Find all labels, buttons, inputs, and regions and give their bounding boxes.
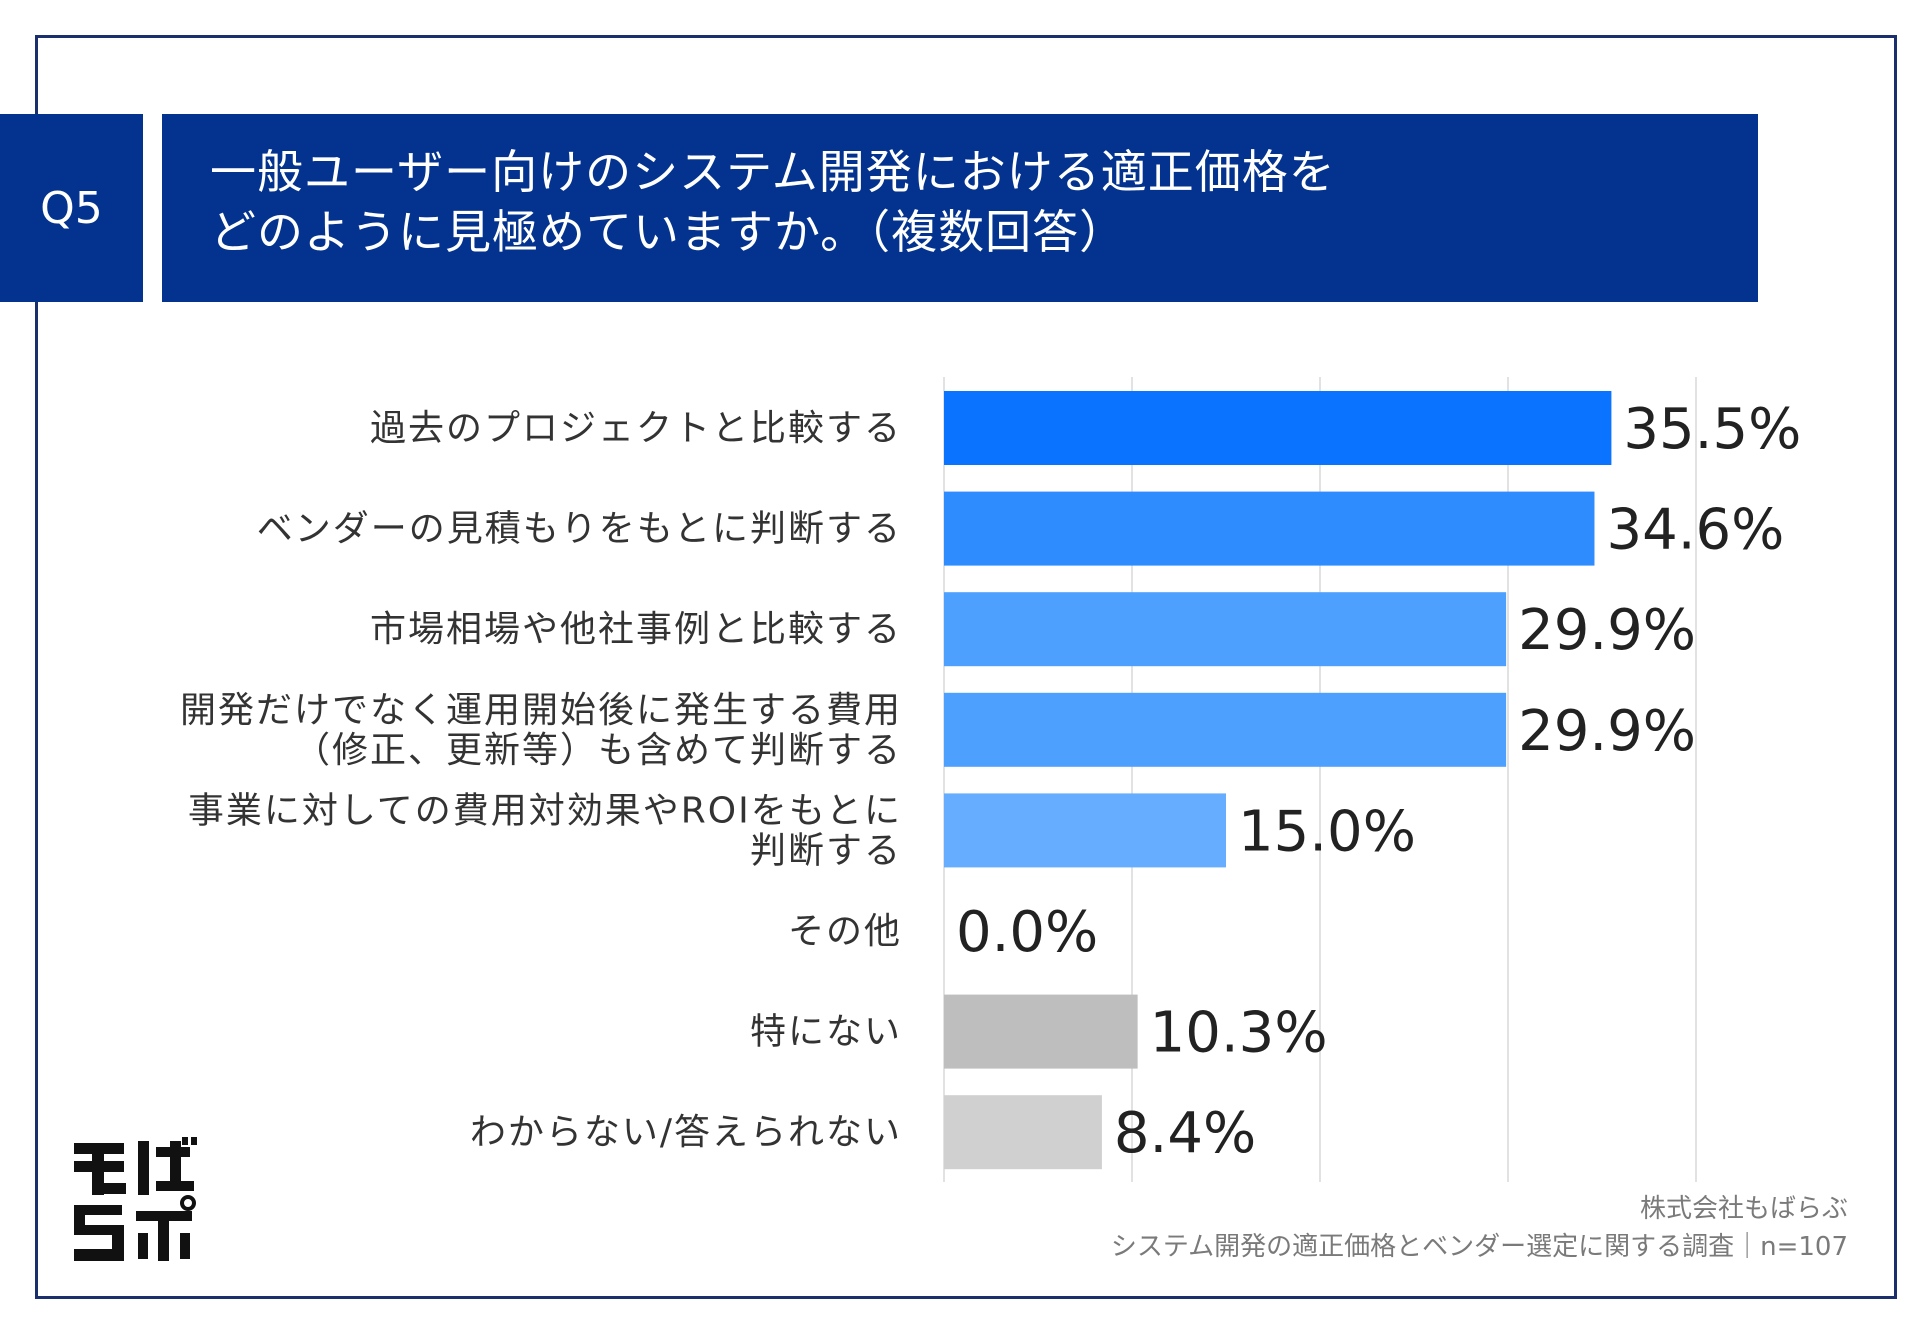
value-label-0: 35.5% [1623, 397, 1801, 462]
category-label-4-line-2: 判断する [750, 830, 902, 871]
bar-6 [944, 994, 1138, 1069]
category-label-3-line-1: 開発だけでなく運用開始後に発生する費用 [180, 690, 902, 731]
category-label-3-line-2: （修正、更新等）も含めて判断する [294, 730, 902, 771]
value-label-3: 29.9% [1518, 699, 1696, 764]
survey-name: システム開発の適正価格とベンダー選定に関する調査｜n=107 [1110, 1232, 1848, 1262]
category-label-6: 特にない [750, 1012, 902, 1053]
question-title-line-2: どのように見極めていますか。（複数回答） [210, 205, 1127, 259]
bar-2 [944, 592, 1507, 667]
bar-7 [944, 1095, 1102, 1170]
question-title-line-1: 一般ユーザー向けのシステム開発における適正価格を [210, 145, 1336, 199]
bar-1 [944, 491, 1595, 566]
bar-3 [944, 692, 1507, 767]
category-label-0: 過去のプロジェクトと比較する [370, 408, 902, 449]
category-label-5: その他 [788, 911, 902, 952]
value-label-7: 8.4% [1114, 1101, 1256, 1166]
question-number: Q5 [40, 182, 103, 234]
logo-mark [74, 1137, 197, 1261]
company-name: 株式会社もばらぶ [1639, 1194, 1848, 1224]
question-title: 一般ユーザー向けのシステム開発における適正価格を どのように見極めていますか。（… [162, 114, 1758, 302]
value-label-1: 34.6% [1606, 498, 1784, 563]
category-label-7: わからない/答えられない [470, 1112, 902, 1153]
bar-0 [944, 391, 1612, 465]
value-label-4: 15.0% [1238, 799, 1416, 864]
category-label-4-line-1: 事業に対しての費用対効果やROIをもとに [188, 790, 902, 831]
value-label-5: 0.0% [956, 900, 1098, 965]
question-number-badge: Q5 [0, 114, 143, 302]
value-label-6: 10.3% [1150, 1001, 1328, 1066]
value-label-2: 29.9% [1518, 598, 1696, 663]
source-note: 株式会社もばらぶ システム開発の適正価格とベンダー選定に関する調査｜n=107 [1111, 1190, 1848, 1266]
mobarabu-logo [72, 1137, 197, 1262]
category-label-1: ベンダーの見積もりをもとに判断する [257, 509, 902, 550]
bar-4 [944, 793, 1226, 868]
category-label-2: 市場相場や他社事例と比較する [370, 609, 902, 650]
chart-frame [35, 35, 1897, 1299]
